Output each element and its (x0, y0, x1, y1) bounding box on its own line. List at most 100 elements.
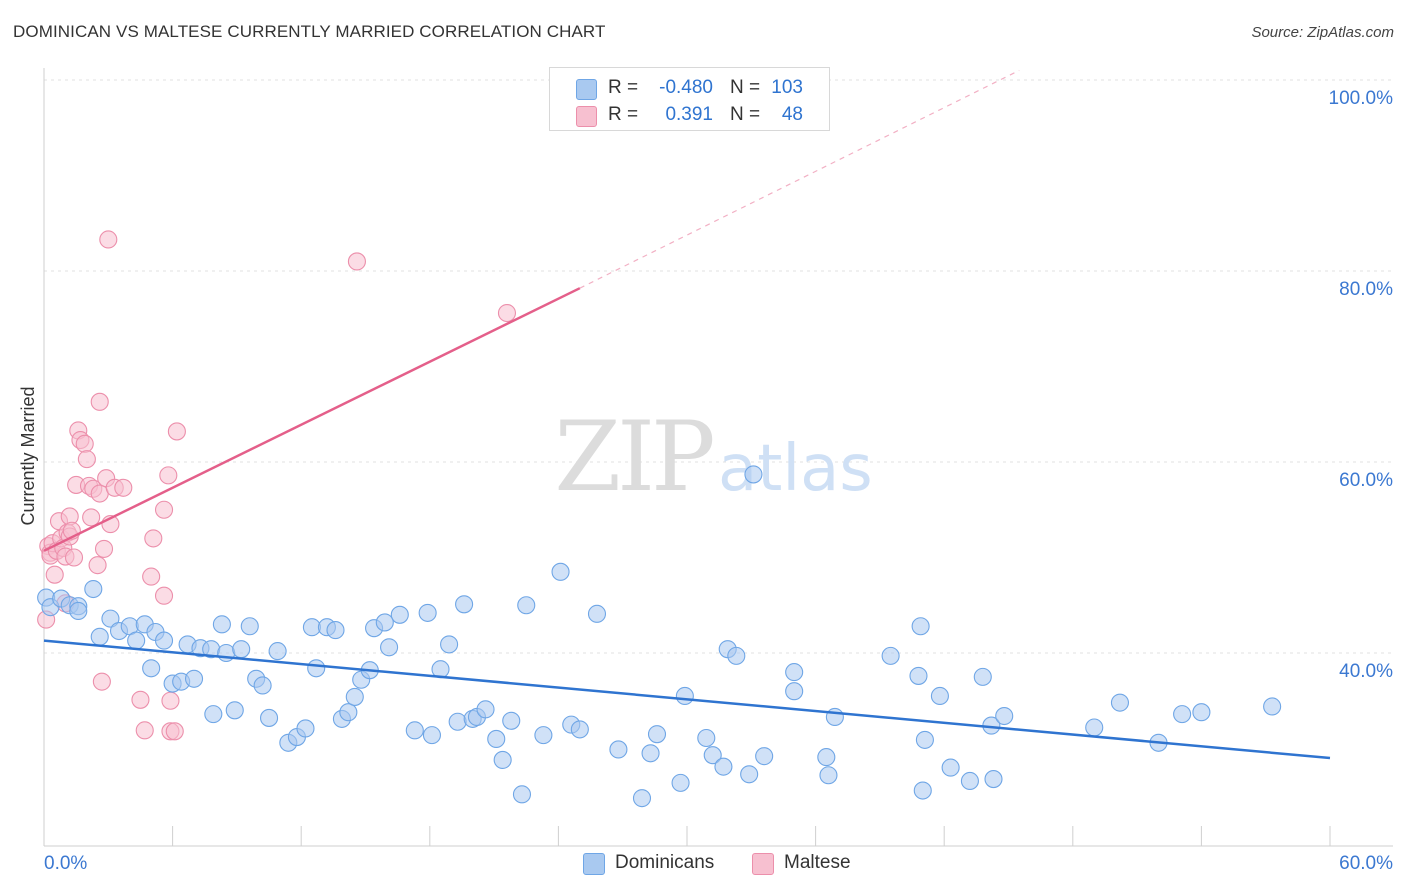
maltese-point-16 (64, 548, 84, 567)
dominicans-point-72 (671, 773, 690, 792)
dominicans-point-78 (727, 646, 746, 665)
dominicans-point-62 (517, 596, 536, 615)
series-swatch-maltese (752, 853, 774, 875)
dominicans-point-52 (440, 635, 459, 654)
dominicans-point-40 (339, 703, 358, 722)
dominicans-point-30 (259, 708, 279, 727)
dominicans-point-27 (240, 617, 259, 636)
dominicans-point-101 (1173, 705, 1192, 724)
maltese-point-37 (144, 529, 163, 548)
dominicans-point-50 (422, 726, 441, 745)
y-tick-label-0: 40.0% (1339, 661, 1393, 682)
grid-lines (44, 79, 1393, 654)
dominicans-point-91 (915, 730, 934, 749)
dominicans-point-74 (697, 728, 716, 748)
maltese-point-40 (159, 466, 178, 485)
series-legend: Dominicans Maltese (0, 851, 1406, 877)
dominicans-point-45 (375, 613, 394, 632)
dominicans-point-60 (502, 711, 521, 730)
legend-r-label: R = (608, 77, 639, 98)
dominicans-point-36 (307, 659, 326, 678)
watermark-atlas: atlas (718, 432, 873, 506)
dominicans-point-48 (405, 721, 424, 740)
dominicans-point-54 (455, 595, 474, 614)
maltese-point-26 (90, 392, 109, 411)
dominicans-point-8 (101, 609, 120, 628)
tick-labels: 40.0% 60.0% 80.0% 100.0% 0.0% 60.0% (44, 88, 1393, 874)
dominicans-points (37, 465, 1282, 808)
dominicans-point-68 (609, 740, 628, 759)
dominicans-point-53 (448, 712, 467, 731)
maltese-point-45 (347, 252, 366, 271)
legend-n-label: N = (730, 77, 761, 98)
dominicans-point-95 (973, 667, 992, 686)
maltese-points (37, 230, 517, 741)
dominicans-point-46 (380, 638, 399, 657)
legend-swatch-dominicans (576, 79, 597, 100)
dominicans-point-97 (984, 770, 1003, 789)
dominicans-point-31 (268, 642, 287, 661)
maltese-point-39 (154, 500, 174, 519)
legend-r-label: R = (608, 104, 639, 125)
dominicans-trend-line (43, 639, 1331, 760)
maltese-point-43 (165, 722, 184, 741)
dominicans-point-85 (819, 766, 838, 785)
dominicans-point-66 (570, 720, 589, 739)
dominicans-point-89 (911, 617, 930, 636)
y-tick-label-2: 80.0% (1339, 279, 1393, 300)
maltese-point-35 (131, 690, 150, 709)
maltese-point-29 (94, 539, 114, 558)
maltese-point-23 (82, 508, 101, 527)
dominicans-point-41 (345, 687, 364, 706)
dominicans-point-22 (204, 705, 223, 724)
dominicans-point-83 (785, 663, 804, 682)
legend-n-label: N = (730, 104, 761, 125)
axes (43, 68, 1393, 847)
dominicans-point-84 (817, 748, 836, 767)
series-label-dominicans: Dominicans (615, 852, 715, 873)
y-axis-label: Currently Married (18, 386, 38, 525)
legend-row-dominicans: R = -0.480 N = 103 (550, 76, 829, 102)
x-tick-label-0: 0.0% (44, 853, 87, 874)
dominicans-point-88 (909, 666, 928, 685)
dominicans-point-80 (744, 465, 763, 484)
dominicans-point-93 (941, 758, 960, 777)
dominicans-point-103 (1192, 703, 1211, 722)
maltese-point-21 (77, 450, 96, 469)
maltese-point-28 (92, 672, 111, 691)
dominicans-point-92 (930, 686, 949, 706)
dominicans-point-82 (785, 682, 804, 701)
maltese-point-38 (154, 586, 174, 605)
legend-row-maltese: R = 0.391 N = 48 (550, 103, 829, 129)
dominicans-point-11 (127, 631, 146, 650)
dominicans-point-58 (487, 729, 506, 749)
dominicans-point-99 (1085, 718, 1104, 737)
dominicans-point-100 (1110, 693, 1130, 712)
dominicans-point-69 (632, 789, 652, 808)
dominicans-point-98 (995, 706, 1014, 726)
dominicans-point-13 (142, 659, 161, 678)
dominicans-point-63 (534, 726, 553, 745)
dominicans-point-75 (703, 746, 722, 765)
legend-r-value-dominicans: -0.480 (659, 77, 713, 98)
legend-n-value-dominicans: 103 (771, 77, 803, 98)
dominicans-point-7 (90, 627, 109, 646)
maltese-point-5 (45, 565, 64, 584)
series-swatch-dominicans (583, 853, 605, 875)
series-label-maltese: Maltese (784, 852, 851, 873)
dominicans-point-25 (225, 701, 244, 720)
legend-swatch-maltese (576, 106, 597, 127)
dominicans-point-104 (1263, 697, 1282, 716)
dominicans-point-73 (675, 686, 694, 706)
dominicans-point-15 (154, 631, 174, 650)
dominicans-point-94 (960, 771, 979, 791)
legend-n-value-maltese: 48 (781, 104, 803, 125)
maltese-point-47 (142, 567, 161, 586)
dominicans-point-38 (326, 621, 345, 640)
dominicans-point-81 (755, 747, 774, 766)
dominicans-point-34 (296, 719, 315, 738)
legend-r-value-maltese: 0.391 (665, 104, 713, 125)
chart-source: Source: ZipAtlas.com (1251, 24, 1394, 41)
maltese-point-46 (497, 303, 517, 323)
